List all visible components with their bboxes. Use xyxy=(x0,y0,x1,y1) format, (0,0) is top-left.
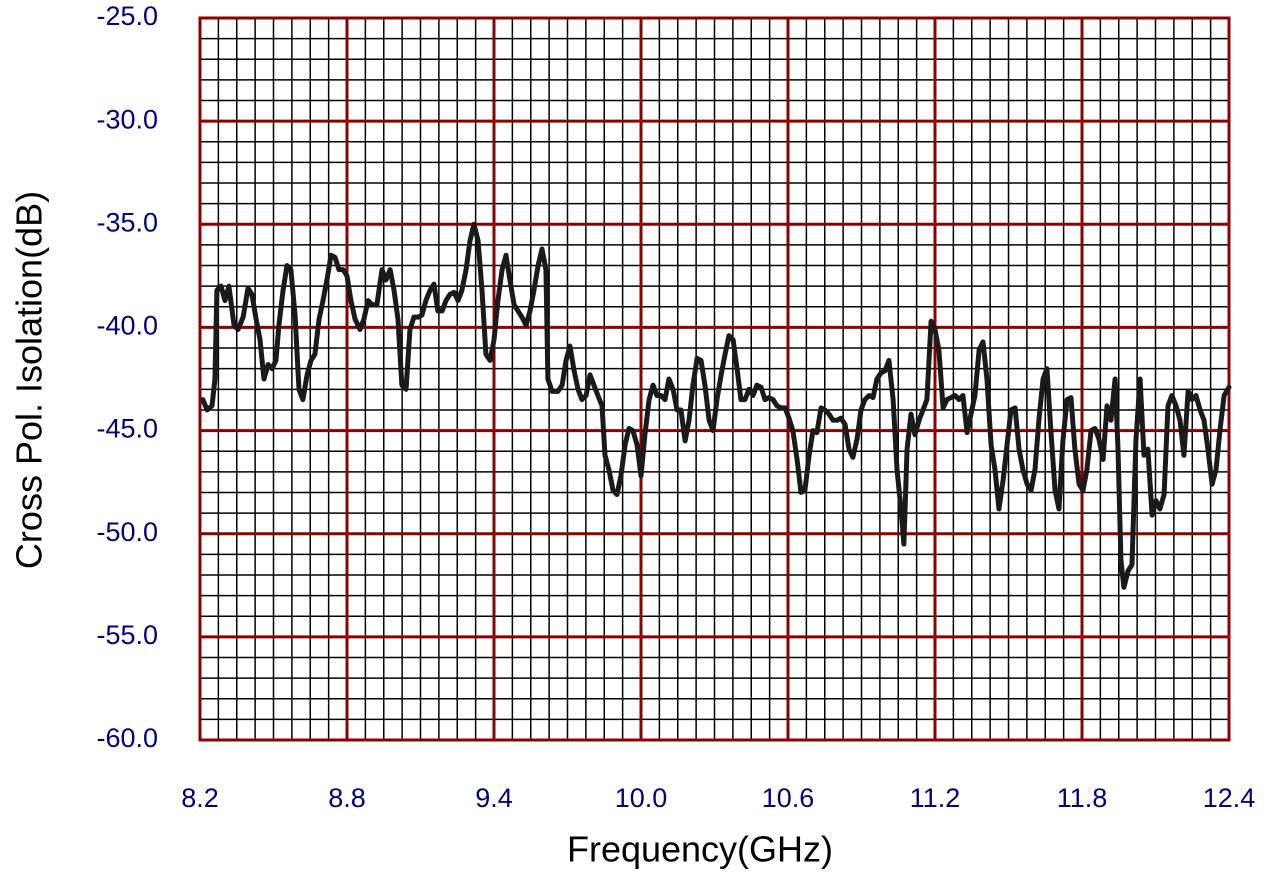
x-tick-label: 11.8 xyxy=(1057,783,1108,813)
data-line xyxy=(200,221,1232,590)
x-tick-label: 8.2 xyxy=(181,783,219,813)
x-tick-label: 8.8 xyxy=(328,783,366,813)
y-tick-label: -45.0 xyxy=(96,414,158,444)
y-tick-label: -25.0 xyxy=(96,1,158,31)
x-tick-label: 12.4 xyxy=(1203,783,1256,813)
y-tick-label: -40.0 xyxy=(96,311,158,341)
x-tick-label: 10.0 xyxy=(615,783,668,813)
y-tick-label: -35.0 xyxy=(96,207,158,237)
x-tick-label: 10.6 xyxy=(762,783,815,813)
y-tick-label: -55.0 xyxy=(96,620,158,650)
y-tick-label: -50.0 xyxy=(96,517,158,547)
y-tick-label: -60.0 xyxy=(96,723,158,753)
x-tick-label: 9.4 xyxy=(475,783,513,813)
y-tick-label: -30.0 xyxy=(96,104,158,134)
y-axis-label: Cross Pol. Isolation(dB) xyxy=(9,191,50,569)
plot-border xyxy=(198,16,1231,742)
x-axis-label: Frequency(GHz) xyxy=(567,829,833,870)
x-tick-label: 11.2 xyxy=(910,783,961,813)
